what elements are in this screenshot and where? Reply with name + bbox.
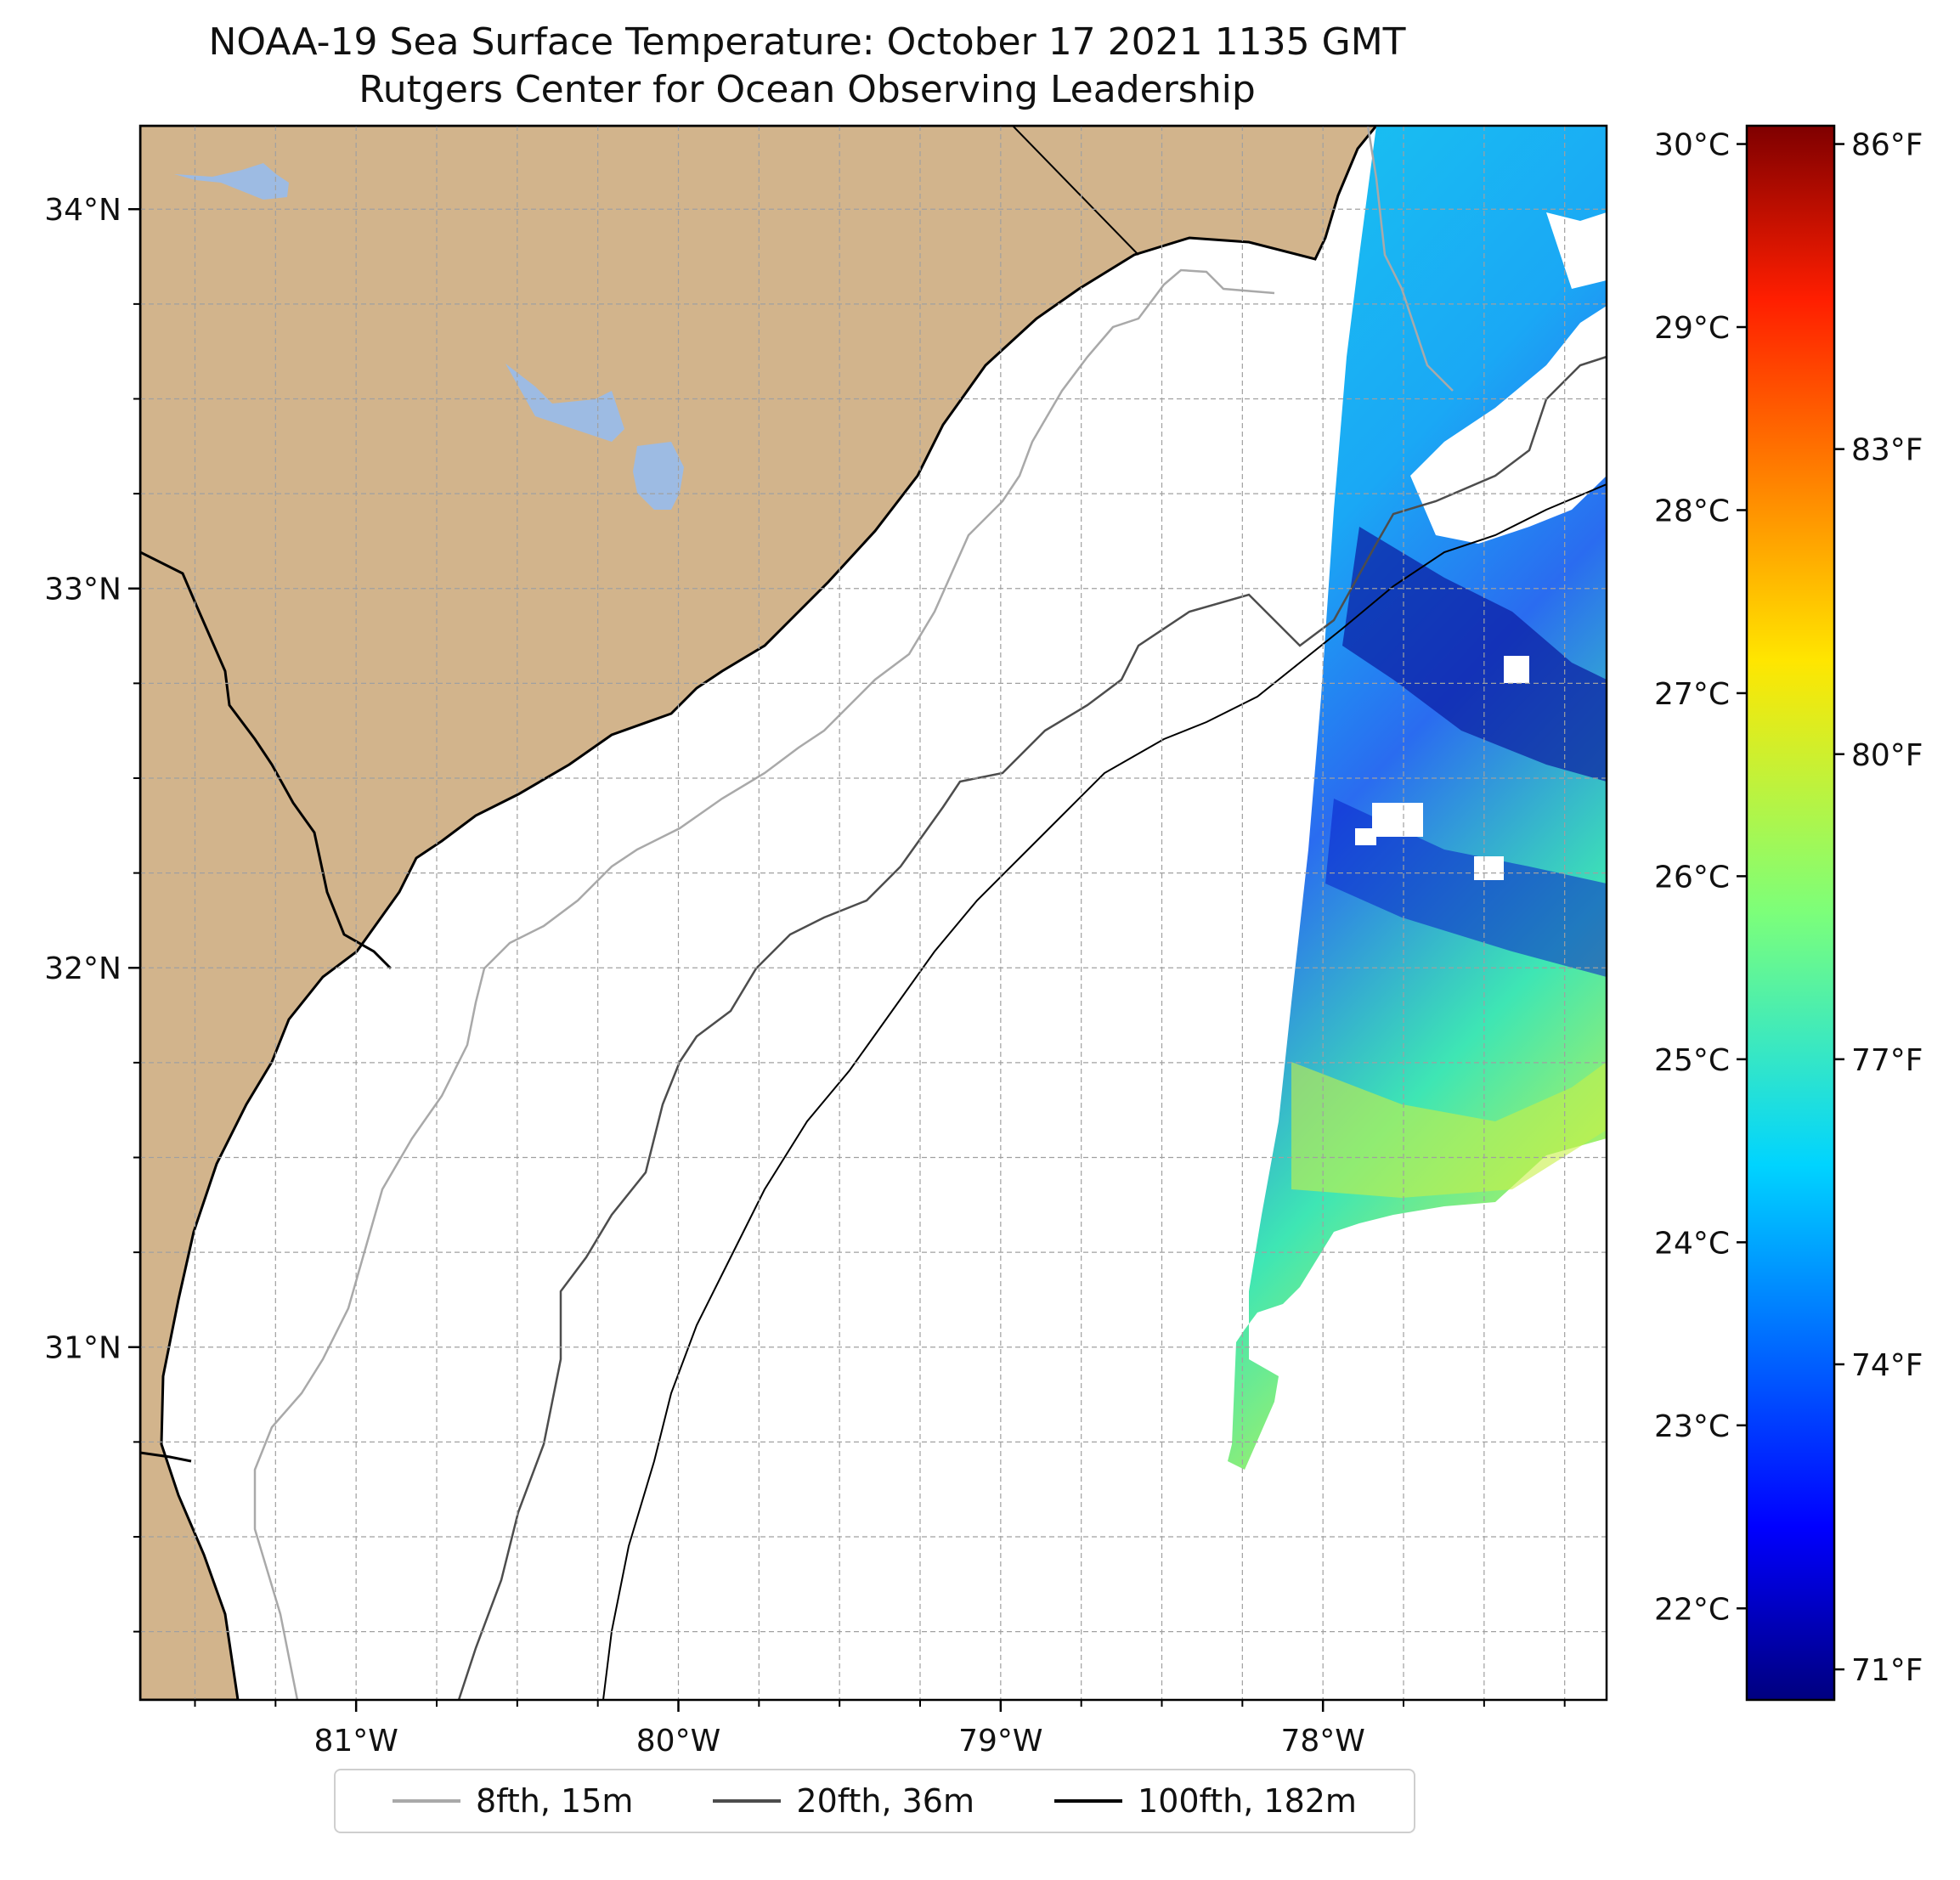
legend-label: 8fth, 15m	[476, 1782, 634, 1820]
isobath-100fth	[602, 483, 1607, 1700]
legend-item-20fth: 20fth, 36m	[713, 1782, 974, 1820]
fahrenheit-tick-label: 77°F	[1851, 1043, 1923, 1078]
cloud-gap	[1546, 212, 1607, 289]
colorbar	[1745, 124, 1836, 1702]
y-tick-label: 31°N	[44, 1331, 121, 1366]
legend-label: 20fth, 36m	[796, 1782, 974, 1820]
fahrenheit-tick-label: 74°F	[1851, 1348, 1923, 1383]
celsius-tick-label: 26°C	[1654, 860, 1730, 895]
celsius-tick-label: 25°C	[1654, 1043, 1730, 1078]
land-mass	[140, 126, 1378, 1700]
gridlines	[140, 126, 1607, 1700]
x-tick-label: 81°W	[313, 1724, 398, 1759]
legend-swatch	[713, 1799, 782, 1803]
y-tick-label: 32°N	[44, 951, 121, 986]
chart-subtitle: Rutgers Center for Ocean Observing Leade…	[359, 68, 1256, 111]
celsius-tick-label: 23°C	[1654, 1409, 1730, 1444]
celsius-tick-label: 27°C	[1654, 677, 1730, 712]
celsius-tick-label: 22°C	[1654, 1592, 1730, 1627]
cloud-gap	[1504, 656, 1529, 683]
x-tick-label: 78°W	[1280, 1724, 1364, 1759]
legend-swatch	[393, 1799, 460, 1803]
cloud-gap	[1372, 803, 1423, 837]
sst-cold-patch	[1325, 799, 1607, 977]
isobath-8fth	[253, 268, 1275, 1700]
map-axes: 81°W 80°W 79°W 78°W 34°N 33°N 32°N 31°N	[44, 193, 1566, 1759]
isobath-20fth	[457, 355, 1607, 1700]
y-tick-label: 34°N	[44, 193, 121, 228]
chart-title: NOAA-19 Sea Surface Temperature: October…	[208, 20, 1406, 64]
lake-moultrie	[633, 442, 684, 510]
fahrenheit-tick-label: 83°F	[1851, 433, 1923, 468]
legend-item-8fth: 8fth, 15m	[393, 1782, 633, 1820]
cloud-gap	[1474, 856, 1504, 880]
sst-warm-patch	[1291, 1062, 1607, 1198]
fahrenheit-tick-label: 86°F	[1851, 128, 1923, 163]
x-tick-label: 79°W	[958, 1724, 1042, 1759]
legend-swatch	[1054, 1799, 1123, 1803]
river-south	[140, 1451, 192, 1463]
map-frame	[138, 124, 1608, 1702]
x-tick-label: 80°W	[636, 1724, 720, 1759]
celsius-tick-label: 29°C	[1654, 311, 1730, 346]
legend-item-100fth: 100fth, 182m	[1054, 1782, 1357, 1820]
legend-label: 100fth, 182m	[1138, 1782, 1357, 1820]
celsius-tick-label: 24°C	[1654, 1226, 1730, 1261]
colorbar-ticks: 30°C 29°C 28°C 27°C 26°C 25°C 24°C 23°C 22°C 86°F…	[1654, 128, 1923, 1689]
lake-north	[174, 163, 289, 200]
isobath-8fth-north	[1366, 126, 1454, 392]
state-boundary	[1012, 126, 1139, 256]
fahrenheit-tick-label: 71°F	[1851, 1653, 1923, 1688]
legend: 8fth, 15m 20fth, 36m 100fth, 182m	[334, 1769, 1415, 1833]
cloud-gap	[1355, 828, 1376, 845]
fahrenheit-tick-label: 80°F	[1851, 738, 1923, 773]
y-tick-label: 33°N	[44, 573, 121, 607]
lake-marion	[506, 364, 624, 442]
cloud-gap	[1410, 306, 1607, 544]
celsius-tick-label: 28°C	[1654, 494, 1730, 528]
sst-cold-patch	[1342, 527, 1607, 782]
celsius-tick-label: 30°C	[1654, 128, 1730, 163]
